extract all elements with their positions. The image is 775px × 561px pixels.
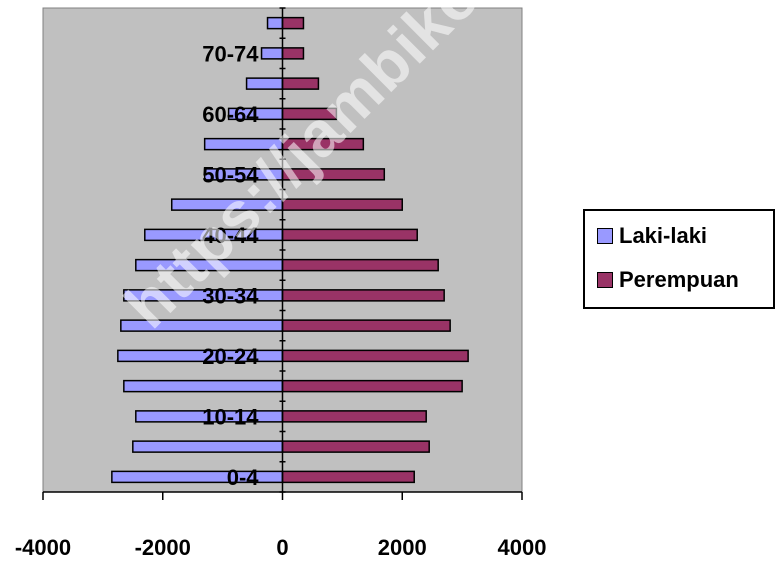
legend: Laki-laki Perempuan [583,209,775,309]
bar-perempuan-65-69 [281,77,320,90]
bar-perempuan-20-24 [281,349,469,363]
legend-label-perempuan: Perempuan [619,267,739,292]
x-tick-label: 0 [276,535,288,560]
bar-perempuan-70-74 [281,47,305,60]
bar-laki-laki-35-39 [135,258,284,272]
bar-perempuan-55-59 [281,137,365,151]
bar-perempuan-10-14 [281,410,427,423]
bar-laki-laki-25-29 [120,319,284,332]
category-label-70-74: 70-74 [202,41,259,66]
category-label-50-54: 50-54 [202,162,259,187]
bar-laki-laki-70-74 [260,47,284,60]
category-label-60-64: 60-64 [202,102,259,127]
legend-label-laki-laki: Laki-laki [619,223,708,248]
bar-perempuan-15-19 [281,379,463,393]
labels-layer: -4000 -2000 0 2000 4000 0-4 10-14 20-24 30-34 40-… [15,41,547,560]
category-label-10-14: 10-14 [202,404,259,429]
bar-perempuan-25-29 [281,319,451,332]
category-label-20-24: 20-24 [202,344,259,369]
bar-laki-laki-75+ [266,16,284,30]
bar-perempuan-35-39 [281,258,439,272]
legend-item-laki-laki: Laki-laki [597,223,707,249]
x-tick-label: -4000 [15,535,71,560]
bar-laki-laki-65-69 [245,77,284,90]
bar-laki-laki-45-49 [170,198,284,211]
category-label-40-44: 40-44 [202,223,259,248]
x-tick-label: -2000 [135,535,191,560]
bars-layer [111,16,469,484]
bar-perempuan-5-9 [281,440,430,453]
bar-perempuan-0-4 [281,470,415,484]
axes-layer [42,7,523,500]
bar-perempuan-30-34 [281,289,445,302]
legend-item-perempuan: Perempuan [597,267,739,293]
bar-perempuan-60-64 [281,107,338,121]
category-label-0-4: 0-4 [227,465,260,490]
x-tick-label: 4000 [498,535,547,560]
bar-laki-laki-5-9 [132,440,284,453]
legend-swatch-perempuan [597,272,613,288]
x-tick-label: 2000 [378,535,427,560]
bar-perempuan-75+ [281,16,305,30]
bar-perempuan-45-49 [281,198,403,211]
bar-laki-laki-15-19 [123,379,284,393]
legend-swatch-laki-laki [597,228,613,244]
bar-laki-laki-55-59 [203,137,284,151]
bar-perempuan-40-44 [281,228,418,242]
category-label-30-34: 30-34 [202,283,259,308]
bar-perempuan-50-54 [281,168,386,181]
